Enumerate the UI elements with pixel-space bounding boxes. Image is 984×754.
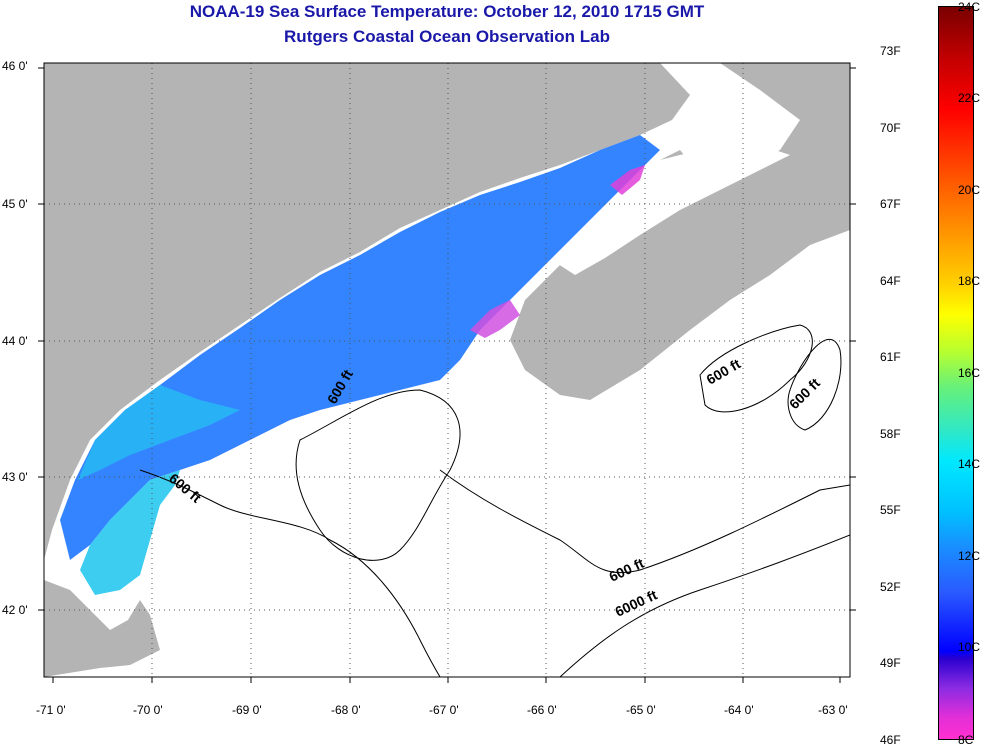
colorbar-c-label: 14C (958, 457, 981, 471)
map-subtitle: Rutgers Coastal Ocean Observation Lab (284, 27, 610, 46)
colorbar-c-label: 24C (958, 0, 981, 14)
map-title: NOAA-19 Sea Surface Temperature: October… (189, 2, 705, 21)
colorbar-c-label: 16C (958, 366, 981, 380)
lon-tick-marks (52, 677, 841, 683)
land-cape-cod (44, 580, 160, 677)
lat-tick-label: 42 0' (2, 603, 28, 617)
contour-6000ft (559, 534, 850, 677)
depth-contours (139, 324, 850, 677)
lon-tick-label: -64 0' (724, 703, 754, 717)
colorbar-c-label: 18C (958, 274, 981, 288)
temperature-colorbar (938, 6, 974, 740)
contour-600ft-west (139, 469, 441, 677)
colorbar-f-label: 46F (880, 733, 901, 747)
lat-tick-marks (38, 67, 856, 611)
colorbar-c-label: 20C (958, 183, 981, 197)
sst-band (60, 135, 660, 560)
lat-tick-label: 45 0' (2, 197, 28, 211)
land-nova-scotia (510, 63, 850, 400)
lon-tick-label: -67 0' (429, 703, 459, 717)
colorbar-f-label: 58F (880, 427, 901, 441)
lon-tick-label: -69 0' (232, 703, 262, 717)
map-frame (43, 62, 851, 678)
contour-600ft-ne2 (787, 338, 842, 431)
contour-600ft-east (439, 469, 850, 574)
colorbar-f-label: 67F (880, 197, 901, 211)
lon-tick-label: -66 0' (527, 703, 557, 717)
colorbar-f-label: 49F (880, 656, 901, 670)
lon-tick-label: -65 0' (626, 703, 656, 717)
contour-600ft-basin (295, 389, 461, 561)
lon-tick-label: -71 0' (36, 703, 66, 717)
sst-warm-patch-2 (610, 165, 645, 195)
colorbar-c-label: 10C (958, 640, 981, 654)
colorbar-f-label: 73F (880, 44, 901, 58)
contour-600ft-ne1 (699, 324, 813, 413)
sst-warm-patch (470, 300, 520, 338)
colorbar-c-label: 12C (958, 549, 981, 563)
lat-tick-label: 43 0' (2, 470, 28, 484)
lon-tick-label: -63 0' (818, 703, 848, 717)
lat-tick-label: 44 0' (2, 334, 28, 348)
colorbar-c-label: 8C (958, 733, 974, 747)
land-maine (44, 63, 690, 560)
lat-tick-label: 46 0' (2, 59, 28, 73)
colorbar-f-label: 55F (880, 503, 901, 517)
lon-tick-label: -68 0' (331, 703, 361, 717)
sst-coastal-north (78, 385, 240, 480)
colorbar-f-label: 61F (880, 350, 901, 364)
lon-tick-label: -70 0' (133, 703, 163, 717)
bay-of-fundy (555, 145, 790, 275)
colorbar-c-label: 22C (958, 91, 981, 105)
colorbar-f-label: 70F (880, 121, 901, 135)
colorbar-f-label: 52F (880, 580, 901, 594)
colorbar-f-label: 64F (880, 274, 901, 288)
sst-coastal (80, 470, 180, 595)
